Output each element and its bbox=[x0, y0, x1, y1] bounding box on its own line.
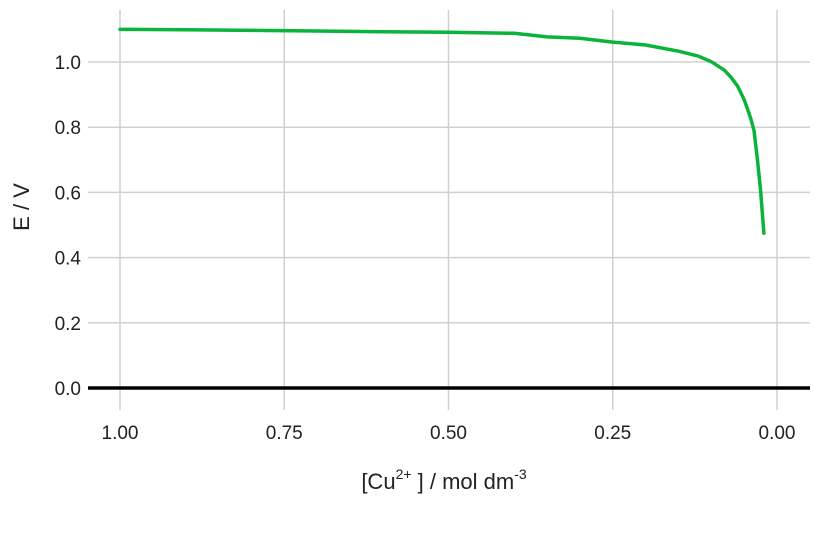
x-tick-label: 0.50 bbox=[430, 423, 467, 444]
y-tick-label: 0.8 bbox=[55, 118, 81, 139]
x-axis-title-middle: ] / mol dm bbox=[412, 469, 515, 494]
x-tick-label: 0.75 bbox=[266, 423, 303, 444]
y-tick-label: 0.2 bbox=[55, 314, 81, 335]
y-tick-label: 0.0 bbox=[55, 379, 81, 400]
x-tick-labels: 1.00 0.75 0.50 0.25 0.00 bbox=[102, 423, 796, 444]
x-tick-label: 0.25 bbox=[594, 423, 631, 444]
grid-lines bbox=[88, 10, 810, 410]
x-axis-title-superscript-2: -3 bbox=[514, 466, 527, 482]
x-tick-label: 1.00 bbox=[102, 423, 139, 444]
series-line bbox=[118, 27, 766, 235]
y-axis-title: E / V bbox=[9, 183, 34, 231]
y-tick-label: 0.6 bbox=[55, 183, 81, 204]
series-group bbox=[118, 27, 766, 235]
y-tick-label: 0.4 bbox=[55, 249, 82, 270]
x-axis-title-superscript: 2+ bbox=[396, 466, 412, 482]
y-tick-labels: 0.0 0.2 0.4 0.6 0.8 1.0 bbox=[55, 53, 82, 400]
x-axis-title: [Cu2+ ] / mol dm-3 bbox=[361, 466, 527, 494]
x-axis-title-prefix: [Cu bbox=[361, 469, 395, 494]
y-tick-label: 1.0 bbox=[55, 53, 81, 74]
x-tick-label: 0.00 bbox=[759, 423, 796, 444]
